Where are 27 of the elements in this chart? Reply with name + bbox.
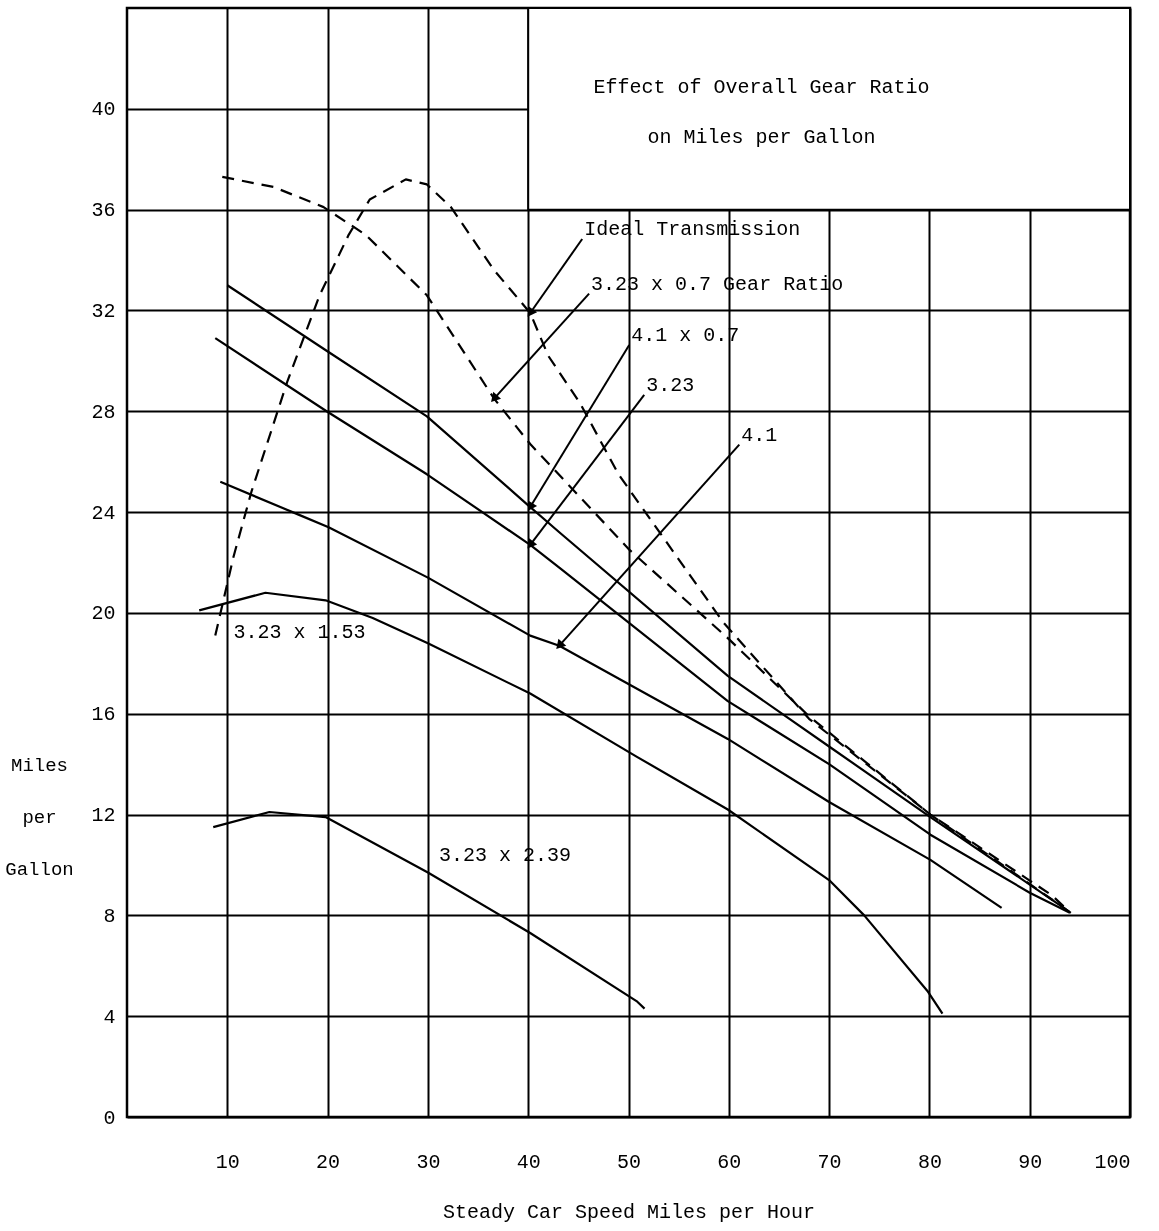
y-tick-label: 12 — [91, 804, 116, 828]
x-tick-label: 70 — [817, 1150, 842, 1174]
y-tick-label: 24 — [91, 501, 116, 525]
text: on Miles per Gallon — [647, 126, 876, 149]
x-axis-title: Steady Car Speed Miles per Hour — [442, 1200, 816, 1224]
text: Effect of Overall Gear Ratio — [593, 76, 930, 99]
x-tick-label: 80 — [917, 1150, 942, 1174]
x-tick-label: 90 — [1018, 1150, 1043, 1174]
y-tick-label: 20 — [91, 602, 116, 626]
y-tick-label: 40 — [91, 98, 116, 122]
x-tick-label: 10 — [215, 1150, 240, 1174]
text: Miles per Gallon — [5, 754, 74, 881]
y-tick-label: 0 — [103, 1106, 116, 1130]
x-tick-label: 50 — [616, 1150, 642, 1174]
y-tick-label: 8 — [103, 904, 116, 928]
x-tick-label: 100 — [1094, 1150, 1131, 1174]
x-tick-label: 60 — [717, 1150, 742, 1174]
y-tick-label: 4 — [103, 1005, 116, 1029]
text: 4.1 — [741, 423, 778, 447]
x-tick-label: 30 — [416, 1150, 441, 1174]
x-tick-label: 40 — [516, 1150, 541, 1174]
y-tick-label: 16 — [91, 703, 116, 727]
y-tick-label: 32 — [91, 299, 116, 323]
x-tick-label: 20 — [316, 1150, 341, 1174]
y-tick-label: 28 — [91, 400, 116, 424]
y-tick-label: 36 — [91, 199, 116, 223]
text: 3.23 — [646, 373, 695, 397]
